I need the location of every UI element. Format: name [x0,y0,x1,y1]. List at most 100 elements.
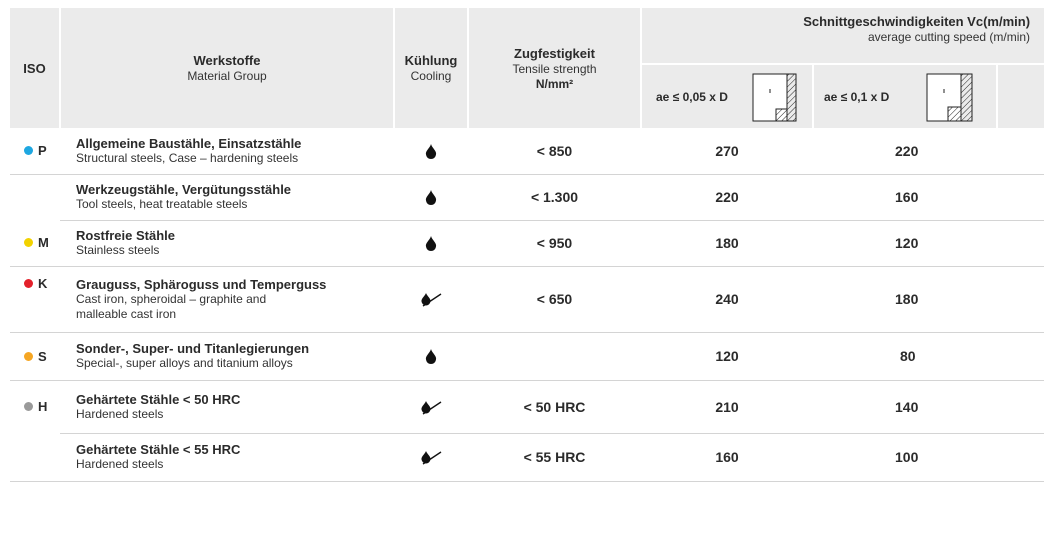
material-cell: Werkzeugstähle, Vergütungsstähle Tool st… [60,174,394,221]
table-row: Werkzeugstähle, Vergütungsstähle Tool st… [10,174,1045,221]
tool-engagement-icon [752,73,797,121]
empty-cell [997,332,1045,381]
empty-cell [997,128,1045,175]
speed-ae1-cell: 210 [641,380,813,434]
header-ae1-cell: ae ≤ 0,05 x D [640,63,813,128]
empty-cell [997,220,1045,267]
material-sub: Cast iron, spheroidal – graphite and [76,291,267,306]
speed-ae1-cell: 240 [641,266,813,333]
iso-color-dot [24,238,33,248]
air-icon [421,293,442,307]
cooling-cell [394,220,468,267]
header-material: Werkstoffe Material Group [59,8,394,128]
air-icon [421,400,442,415]
cooling-cell [394,174,468,221]
cutting-data-table-wrapper: ISO Werkstoffe Material Group Kühlung Co… [10,8,1045,482]
material-sub: malleable cast iron [76,306,177,321]
table-row: M Rostfreie Stähle Stainless steels < 95… [10,220,1045,267]
table-row: S Sonder-, Super- und Titanlegierungen S… [10,332,1045,381]
iso-letter: M [38,235,49,251]
tensile-cell: < 55 HRC [468,433,641,482]
table-row: K Grauguss, Sphäroguss und Temperguss Ca… [10,266,1045,333]
speed-ae1-cell: 120 [641,332,813,381]
header-cooling: Kühlung Cooling [393,8,468,128]
speed-ae2-cell: 80 [813,332,997,381]
drop-icon [425,190,437,206]
header-tensile-unit: N/mm² [535,76,574,91]
table-body: P Allgemeine Baustähle, Einsatzstähle St… [10,128,1045,482]
header-speed-sub: average cutting speed (m/min) [867,30,1031,44]
iso-cell: H [10,380,60,433]
header-cooling-sub: Cooling [410,68,452,83]
speed-ae2-cell: 160 [813,174,997,221]
cooling-cell [394,128,468,175]
tool-engagement-icon [926,73,973,121]
cutting-data-table: ISO Werkstoffe Material Group Kühlung Co… [10,8,1045,482]
material-cell: Rostfreie Stähle Stainless steels [60,220,394,267]
material-title: Rostfreie Stähle [76,228,175,243]
material-title: Allgemeine Baustähle, Einsatzstähle [76,135,302,151]
material-title: Grauguss, Sphäroguss und Temperguss [76,276,327,292]
tensile-cell: < 650 [468,266,641,333]
header-material-sub: Material Group [187,68,267,83]
empty-cell [997,433,1045,482]
header-speed: Schnittgeschwindigkeiten Vc(m/min) avera… [639,8,1045,64]
speed-ae2-cell: 220 [813,128,997,175]
material-title: Gehärtete Stähle < 55 HRC [76,442,241,457]
iso-cell [10,433,60,482]
speed-ae1-cell: 180 [641,220,813,267]
tensile-cell: < 950 [468,220,641,267]
iso-color-dot [24,146,33,156]
header-tensile-sub: Tensile strength [512,61,597,76]
table-row: Gehärtete Stähle < 55 HRC Hardened steel… [10,433,1045,482]
speed-ae2-cell: 180 [813,266,997,333]
tensile-cell [468,332,641,381]
material-cell: Sonder-, Super- und Titanlegierungen Spe… [60,332,394,381]
iso-cell [10,174,60,220]
empty-cell [997,266,1045,333]
speed-ae2-cell: 140 [813,380,997,434]
material-sub: Hardened steels [76,457,164,471]
drop-icon [425,349,437,365]
material-title: Werkzeugstähle, Vergütungsstähle [76,182,292,197]
tensile-cell: < 850 [468,128,641,175]
header-cooling-title: Kühlung [404,52,458,68]
material-sub: Stainless steels [76,243,160,257]
cooling-cell [394,380,468,434]
speed-ae2-cell: 100 [813,433,997,482]
material-sub: Structural steels, Case – hardening stee… [76,150,299,165]
table-row: H Gehärtete Stähle < 50 HRC Hardened ste… [10,380,1045,434]
table-row: P Allgemeine Baustähle, Einsatzstähle St… [10,128,1045,175]
material-sub: Tool steels, heat treatable steels [76,197,248,211]
material-sub: Hardened steels [76,406,164,421]
material-cell: Allgemeine Baustähle, Einsatzstähle Stru… [60,128,394,175]
speed-ae1-cell: 160 [641,433,813,482]
iso-color-dot [24,278,33,288]
material-cell: Gehärtete Stähle < 55 HRC Hardened steel… [60,433,394,482]
iso-cell: S [10,332,60,381]
empty-cell [997,174,1045,221]
iso-color-dot [24,402,33,412]
speed-ae2-cell: 120 [813,220,997,267]
speed-ae1-cell: 270 [641,128,813,175]
cooling-cell [394,332,468,381]
header-ae1-label: ae ≤ 0,05 x D [656,89,728,104]
air-icon [421,451,442,465]
iso-color-dot [24,351,33,361]
header-ae2-cell: ae ≤ 0,1 x D [812,63,997,128]
header-iso: ISO [10,8,60,128]
header-speed-title: Schnittgeschwindigkeiten Vc(m/min) [803,14,1031,29]
cooling-cell [394,266,468,333]
header-material-title: Werkstoffe [193,52,261,68]
header-tensile-title: Zugfestigkeit [514,45,595,61]
tensile-cell: < 50 HRC [468,380,641,434]
iso-letter: S [38,348,47,364]
tensile-cell: < 1.300 [468,174,641,221]
empty-cell [997,380,1045,434]
speed-ae1-cell: 220 [641,174,813,221]
drop-icon [425,143,437,159]
iso-cell: M [10,220,60,267]
header-empty-cell [995,63,1045,128]
iso-letter: P [38,143,47,159]
cooling-cell [394,433,468,482]
